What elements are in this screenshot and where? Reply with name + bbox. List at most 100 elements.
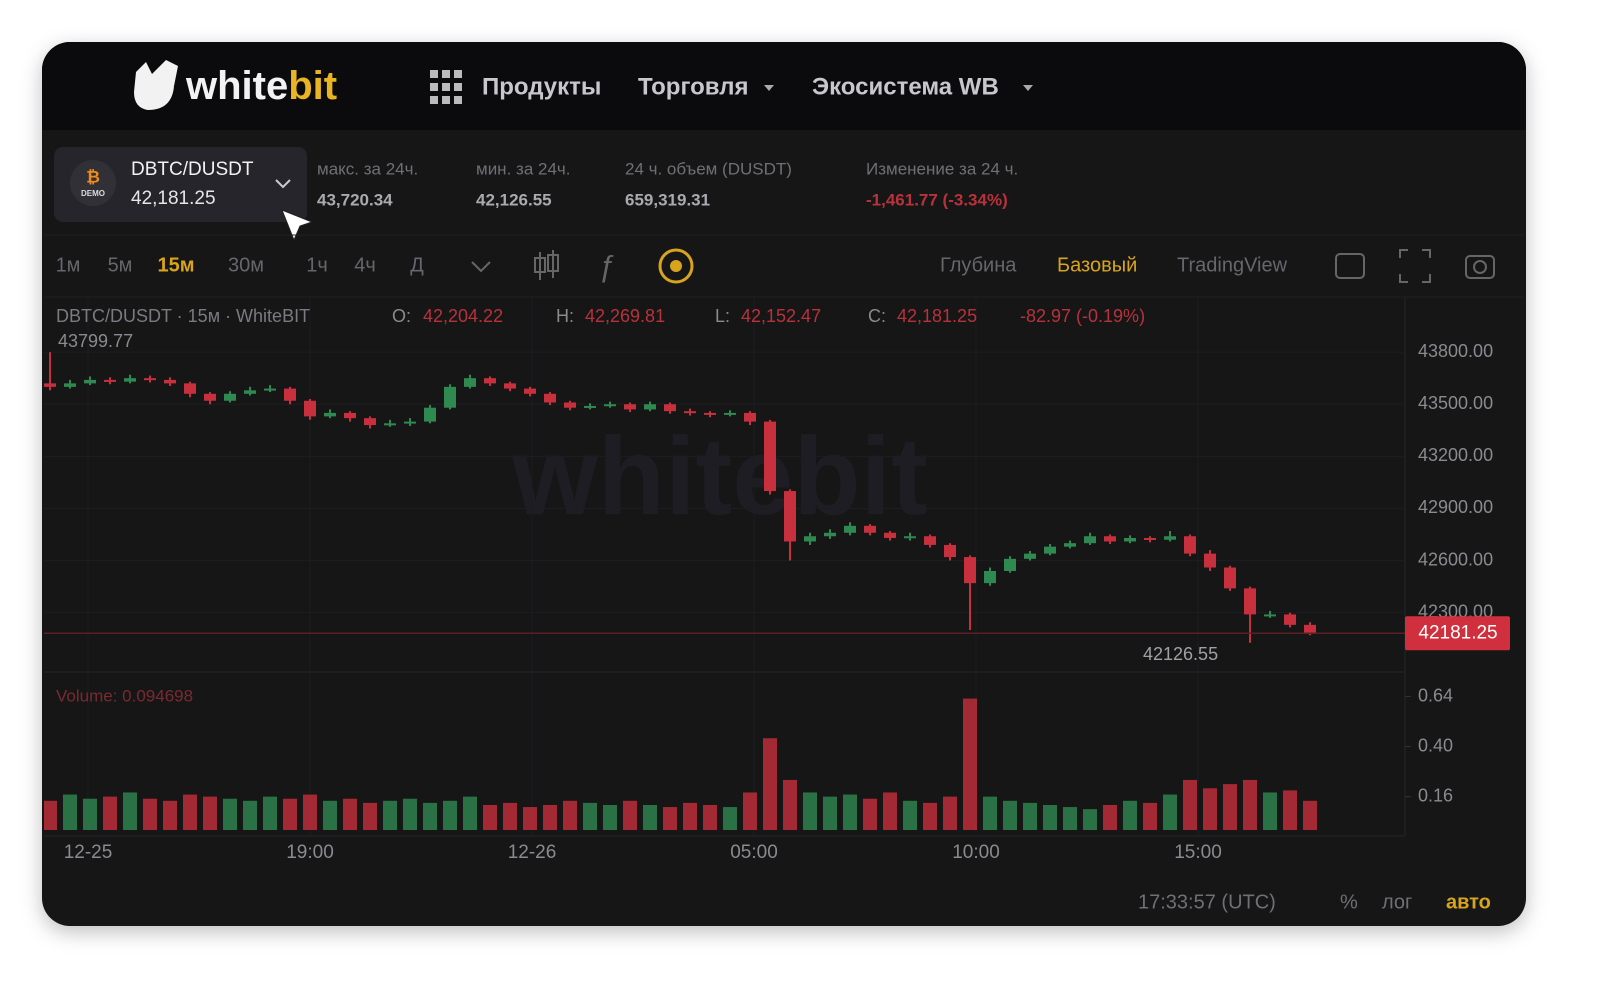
stat-value: 659,319.31: [625, 190, 710, 209]
pair-name: DBTC/DUSDT: [131, 159, 254, 180]
candle-body: [84, 379, 96, 384]
candle-body: [884, 532, 896, 538]
volume-bar: [123, 792, 137, 830]
volume-bar: [63, 794, 77, 830]
candle-body: [684, 411, 696, 414]
camera-icon[interactable]: [1465, 255, 1495, 279]
candle-body: [504, 383, 516, 389]
volume-bar: [1283, 790, 1297, 830]
volume-bar: [683, 802, 697, 830]
interval[interactable]: 5м: [108, 254, 133, 276]
view-tab[interactable]: Базовый: [1057, 254, 1137, 276]
volume-bar: [423, 802, 437, 830]
volume-bar: [83, 798, 97, 830]
volume-bar: [543, 804, 557, 830]
legend-symbol: DBTC/DUSDT · 15м · WhiteBIT: [56, 306, 310, 326]
candle-body: [1284, 614, 1296, 625]
volume-bar: [1023, 802, 1037, 830]
caret: [764, 85, 774, 91]
logo-white: white: [185, 64, 288, 108]
indicators-icon[interactable]: ƒ: [598, 250, 615, 283]
pair-price: 42,181.25: [131, 188, 216, 209]
alarm-icon[interactable]: [1335, 253, 1365, 279]
nav-item[interactable]: Торговля: [638, 73, 749, 100]
ohlc-key: C:: [868, 306, 886, 326]
candle-body: [144, 378, 156, 381]
view-tab[interactable]: TradingView: [1177, 254, 1288, 276]
last-price-label: 42181.25: [1418, 622, 1497, 643]
candle-body: [344, 412, 356, 419]
volume-tick-label: 0.64: [1418, 685, 1453, 705]
candle-body: [784, 491, 796, 542]
volume-tick-label: 0.16: [1418, 785, 1453, 805]
stat-label: макс. за 24ч.: [317, 159, 418, 178]
volume-bar: [1083, 809, 1097, 830]
logo[interactable]: whitebit: [185, 64, 337, 108]
low-annotation: 42126.55: [1143, 644, 1218, 664]
time-label: 10:00: [952, 842, 1000, 863]
volume-bar: [343, 798, 357, 830]
candle-body: [584, 405, 596, 408]
pair-selector[interactable]: [54, 147, 307, 222]
volume-bar: [883, 792, 897, 830]
interval[interactable]: 15м: [157, 254, 194, 276]
interval[interactable]: Д: [410, 254, 424, 276]
top-bar: [42, 42, 1526, 130]
volume-bar: [463, 796, 477, 830]
candle-body: [204, 393, 216, 401]
apps-icon[interactable]: [430, 70, 462, 104]
time-label: 12-26: [508, 842, 557, 863]
time-label: 05:00: [730, 842, 778, 863]
scale-option[interactable]: %: [1340, 891, 1358, 913]
volume-bar: [943, 796, 957, 830]
interval[interactable]: 1м: [56, 254, 81, 276]
ohlc-key: O:: [392, 306, 411, 326]
target-icon[interactable]: [658, 248, 694, 284]
candle-body: [604, 404, 616, 407]
volume-bar: [183, 794, 197, 830]
stat-label: 24 ч. объем (DUSDT): [625, 159, 792, 178]
volume-bar: [743, 792, 757, 830]
view-tab[interactable]: Глубина: [940, 254, 1017, 276]
price-tick-label: 43800.00: [1418, 341, 1493, 361]
candle-body: [664, 404, 676, 412]
volume-bar: [863, 798, 877, 830]
candle-type-icon[interactable]: [534, 250, 559, 280]
candle-body: [444, 386, 456, 408]
nav-item[interactable]: Экосистема WB: [812, 73, 999, 100]
volume-bar: [663, 807, 677, 830]
candle-body: [1104, 536, 1116, 542]
volume-bar: [623, 800, 637, 830]
fullscreen-icon[interactable]: [1399, 249, 1431, 283]
ohlc-value: 42,269.81: [585, 306, 665, 326]
chevron: [275, 179, 291, 189]
scale-option[interactable]: авто: [1446, 891, 1491, 913]
candle-body: [564, 402, 576, 408]
volume-bar: [903, 800, 917, 830]
candle-body: [704, 412, 716, 415]
stat-value: -1,461.77 (-3.34%): [866, 190, 1008, 209]
candle-body: [524, 388, 536, 394]
candle-body: [224, 393, 236, 401]
volume-bar: [963, 698, 977, 830]
candle-body: [964, 557, 976, 584]
volume-bar: [763, 738, 777, 830]
last-price-badge: [1405, 616, 1510, 651]
scale-option[interactable]: лог: [1382, 891, 1412, 913]
candle-body: [404, 421, 416, 424]
volume-bar: [323, 800, 337, 830]
candle-body: [324, 412, 336, 417]
stat-value: 43,720.34: [317, 190, 393, 209]
nav-item[interactable]: Продукты: [482, 73, 601, 100]
volume-bar: [1183, 779, 1197, 830]
demo-badge: DEMO: [81, 189, 105, 198]
more-intervals[interactable]: [471, 261, 491, 273]
price-tick-label: 43200.00: [1418, 445, 1493, 465]
volume-bar: [823, 796, 837, 830]
interval[interactable]: 4ч: [354, 254, 376, 276]
volume-bar: [603, 804, 617, 830]
volume-bar: [403, 798, 417, 830]
interval[interactable]: 30м: [228, 254, 264, 276]
interval[interactable]: 1ч: [306, 254, 328, 276]
watermark: whitebit: [511, 415, 928, 538]
